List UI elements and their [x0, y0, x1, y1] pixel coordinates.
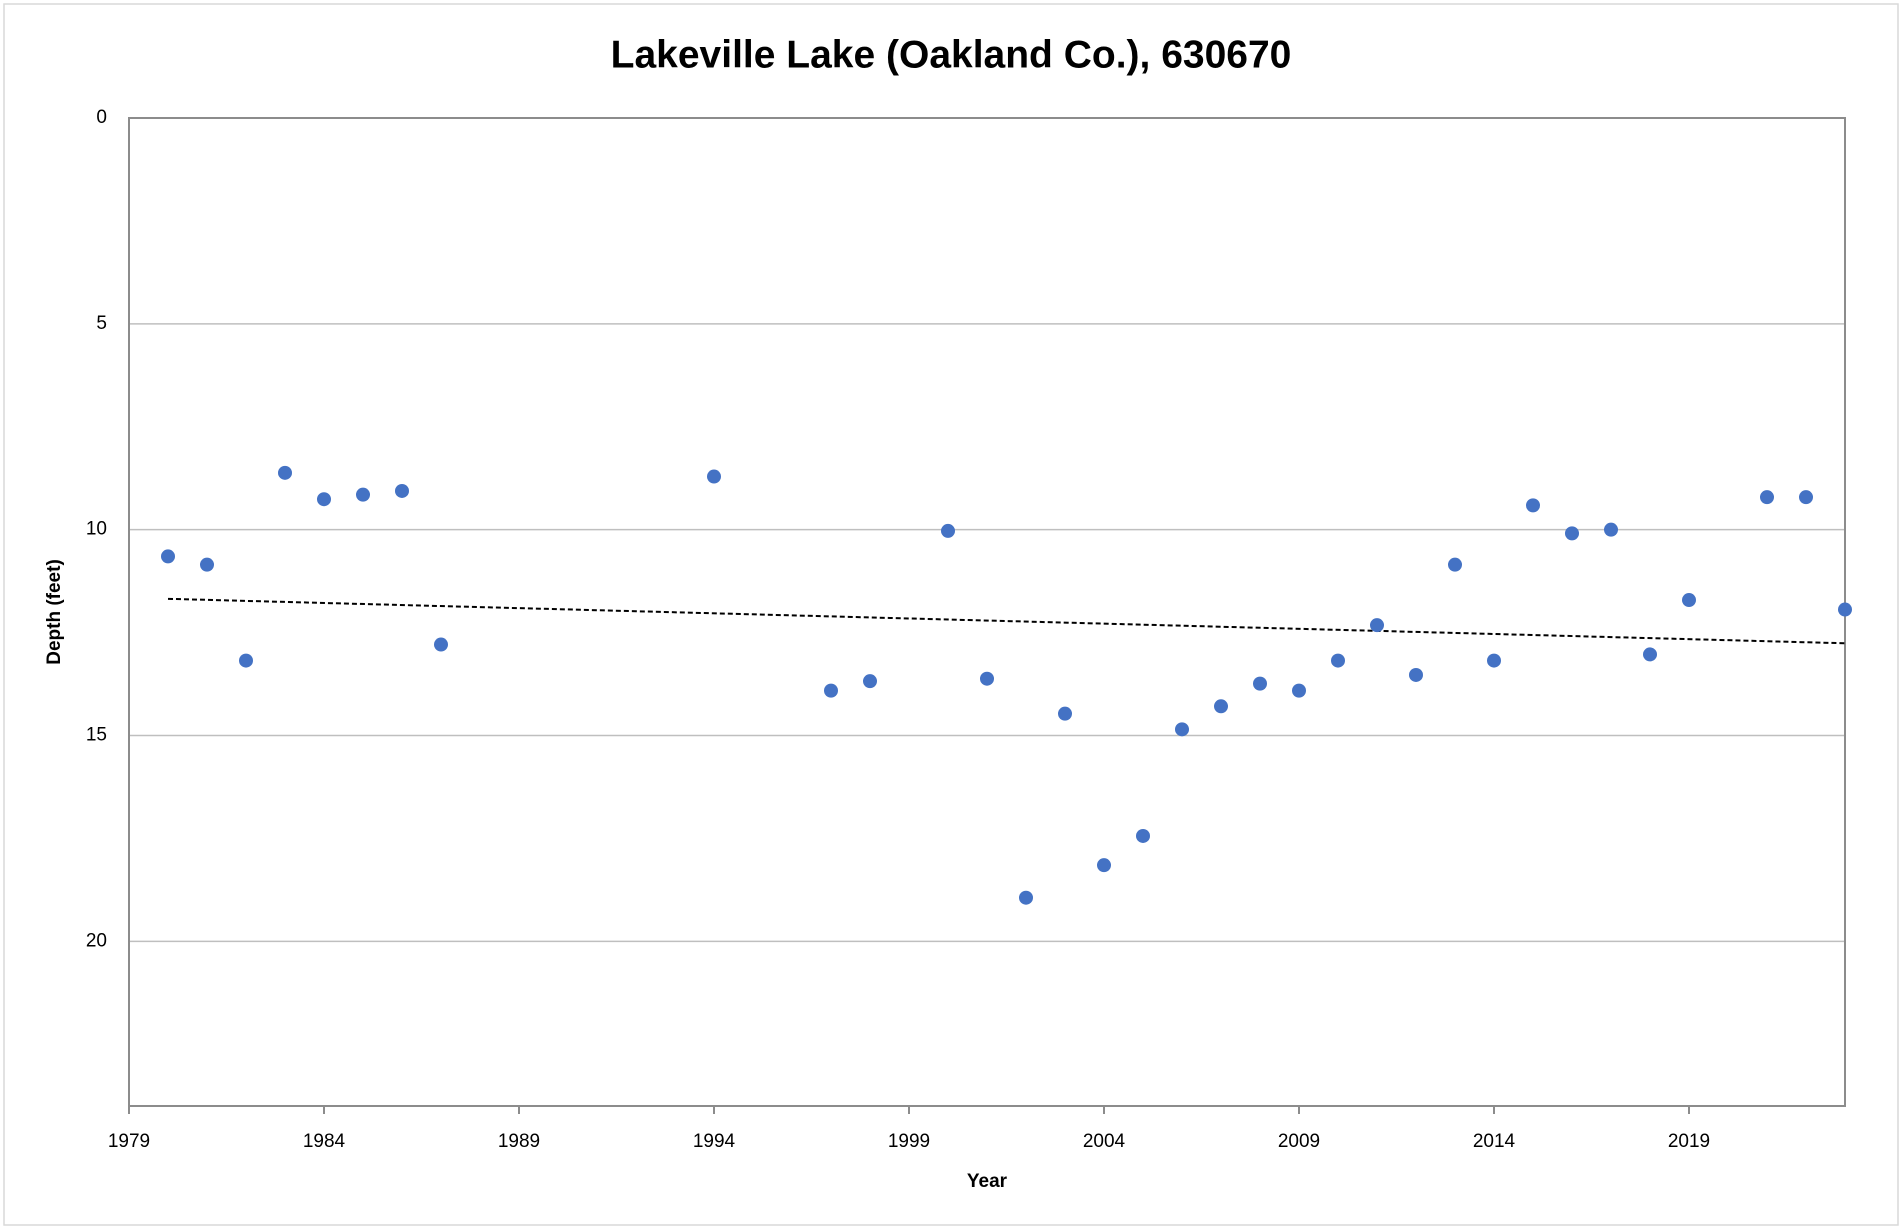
- x-tick-label: 1999: [888, 1131, 930, 1152]
- data-point: [1487, 653, 1501, 668]
- data-point: [1526, 498, 1540, 513]
- data-point: [1292, 683, 1306, 698]
- data-point: [239, 653, 253, 668]
- x-tick-label: 2019: [1668, 1131, 1710, 1152]
- data-point: [1643, 647, 1657, 662]
- x-tick-label: 1989: [498, 1131, 540, 1152]
- x-tick-label: 1994: [693, 1131, 736, 1152]
- x-tick-label: 2014: [1473, 1131, 1516, 1152]
- data-point: [1331, 653, 1345, 668]
- data-point: [1097, 858, 1111, 873]
- data-point: [1760, 490, 1774, 505]
- data-point: [317, 492, 331, 507]
- x-tick-label: 1979: [108, 1131, 150, 1152]
- chart-frame: [3, 3, 1899, 1226]
- data-point: [434, 637, 448, 652]
- y-tick-label: 20: [86, 930, 107, 951]
- data-point: [1370, 618, 1384, 633]
- data-point: [1214, 699, 1228, 714]
- data-point: [1838, 602, 1852, 617]
- data-point: [941, 523, 955, 538]
- data-point: [1604, 522, 1618, 537]
- data-point: [278, 465, 292, 480]
- data-point: [707, 469, 721, 484]
- data-point: [395, 483, 409, 498]
- x-axis-label: Year: [967, 1171, 1008, 1192]
- data-point: [1136, 828, 1150, 843]
- data-point: [1058, 706, 1072, 721]
- data-point: [1448, 557, 1462, 572]
- data-point: [356, 487, 370, 502]
- data-point: [824, 683, 838, 698]
- y-tick-label: 0: [96, 107, 107, 128]
- data-point: [1175, 722, 1189, 737]
- x-tick-label: 2004: [1083, 1131, 1126, 1152]
- data-point: [161, 549, 175, 564]
- data-point: [1019, 890, 1033, 905]
- data-point: [1565, 526, 1579, 541]
- y-axis-label: Depth (feet): [44, 559, 65, 665]
- data-point: [1409, 667, 1423, 682]
- y-tick-label: 15: [86, 725, 107, 746]
- y-tick-label: 5: [96, 313, 107, 334]
- data-point: [980, 671, 994, 686]
- data-point: [200, 557, 214, 572]
- data-point: [1253, 676, 1267, 691]
- data-point: [863, 674, 877, 689]
- data-point: [1682, 593, 1696, 608]
- x-tick-label: 2009: [1278, 1131, 1320, 1152]
- x-tick-label: 1984: [303, 1131, 346, 1152]
- chart-title: Lakeville Lake (Oakland Co.), 630670: [611, 33, 1292, 76]
- data-point: [1799, 490, 1813, 505]
- y-tick-label: 10: [86, 519, 107, 540]
